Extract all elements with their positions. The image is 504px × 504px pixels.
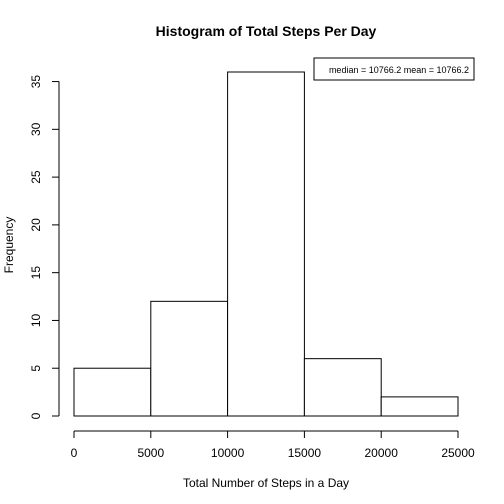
legend-box xyxy=(313,57,475,81)
bar-1 xyxy=(150,300,229,417)
bars-group xyxy=(73,71,459,417)
x-axis: 0 5000 10000 15000 20000 25000 xyxy=(71,430,475,460)
legend: median = 10766.2 mean = 10766.2 xyxy=(313,57,475,81)
x-tick-label-3: 15000 xyxy=(288,446,322,460)
legend-text: median = 10766.2 mean = 10766.2 xyxy=(329,65,469,75)
y-tick-label-4: 20 xyxy=(29,218,43,232)
y-axis: 0 5 10 15 20 25 30 35 xyxy=(29,75,60,419)
y-tick-label-3: 15 xyxy=(29,266,43,280)
x-tick-label-0: 0 xyxy=(71,446,78,460)
bar-0 xyxy=(73,367,152,417)
x-tick-label-4: 20000 xyxy=(365,446,399,460)
bar-4 xyxy=(380,396,459,417)
y-axis-label: Frequency xyxy=(2,217,16,274)
x-axis-label: Total Number of Steps in a Day xyxy=(183,476,349,490)
x-tick-label-1: 5000 xyxy=(137,446,164,460)
y-tick-label-7: 35 xyxy=(29,75,43,89)
y-tick-label-1: 5 xyxy=(29,365,43,372)
y-tick-label-2: 10 xyxy=(29,313,43,327)
x-tick-label-2: 10000 xyxy=(211,446,245,460)
y-tick-label-5: 25 xyxy=(29,170,43,184)
y-tick-label-0: 0 xyxy=(29,412,43,419)
bar-3 xyxy=(303,358,382,417)
x-tick-label-5: 25000 xyxy=(441,446,475,460)
chart-title: Histogram of Total Steps Per Day xyxy=(156,23,377,39)
y-tick-label-6: 30 xyxy=(29,122,43,136)
bar-2 xyxy=(227,71,305,417)
